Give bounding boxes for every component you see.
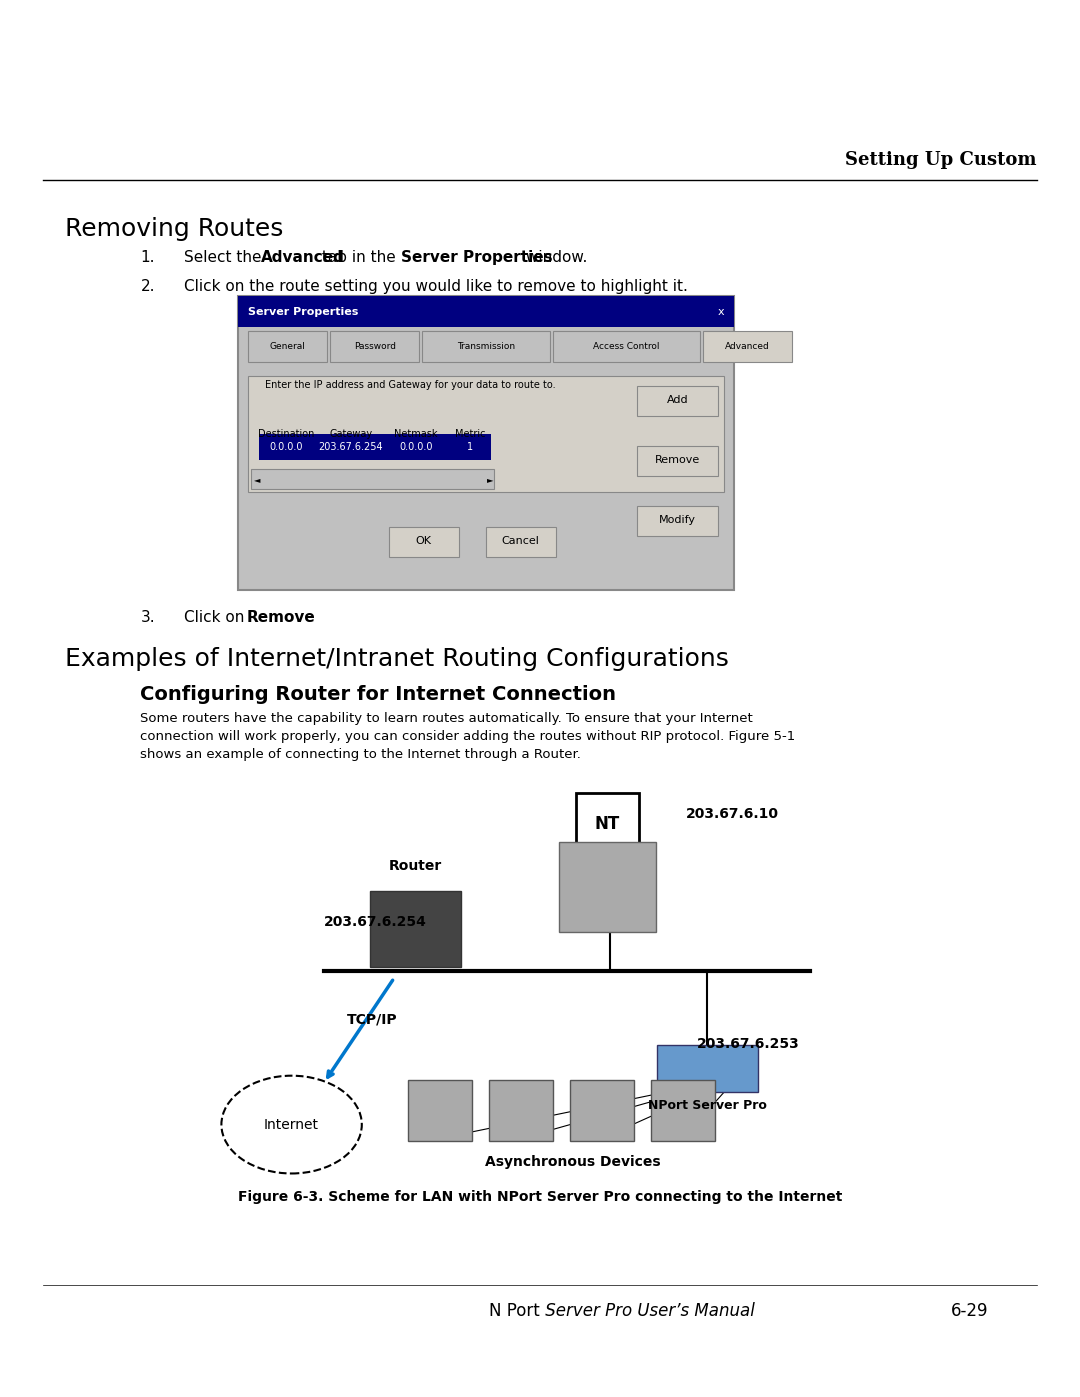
Text: ►: ► bbox=[487, 475, 494, 483]
FancyBboxPatch shape bbox=[486, 527, 556, 557]
FancyBboxPatch shape bbox=[248, 376, 724, 492]
Text: N Port: N Port bbox=[489, 1302, 540, 1320]
Text: Figure 6-3. Scheme for LAN with NPort Server Pro connecting to the Internet: Figure 6-3. Scheme for LAN with NPort Se… bbox=[238, 1190, 842, 1204]
FancyBboxPatch shape bbox=[657, 1045, 758, 1092]
FancyBboxPatch shape bbox=[703, 331, 792, 362]
FancyBboxPatch shape bbox=[330, 331, 419, 362]
Text: Setting Up Custom: Setting Up Custom bbox=[846, 151, 1037, 169]
Text: Server Properties: Server Properties bbox=[248, 306, 359, 317]
Text: TCP/IP: TCP/IP bbox=[348, 1013, 397, 1027]
FancyBboxPatch shape bbox=[553, 331, 700, 362]
Text: OK: OK bbox=[416, 535, 431, 546]
Text: General: General bbox=[270, 342, 306, 351]
Text: Asynchronous Devices: Asynchronous Devices bbox=[485, 1155, 660, 1169]
Text: x: x bbox=[718, 306, 725, 317]
FancyBboxPatch shape bbox=[570, 1080, 634, 1141]
Text: Click on: Click on bbox=[184, 610, 248, 626]
Text: Metric: Metric bbox=[455, 429, 485, 439]
Text: Some routers have the capability to learn routes automatically. To ensure that y: Some routers have the capability to lear… bbox=[140, 712, 796, 761]
Text: Router: Router bbox=[389, 859, 443, 873]
Text: Advanced: Advanced bbox=[261, 250, 345, 265]
FancyBboxPatch shape bbox=[651, 1080, 715, 1141]
Ellipse shape bbox=[221, 1076, 362, 1173]
Text: Server Properties: Server Properties bbox=[402, 250, 553, 265]
Text: Modify: Modify bbox=[659, 514, 697, 525]
Text: NPort Server Pro: NPort Server Pro bbox=[648, 1099, 767, 1112]
FancyBboxPatch shape bbox=[238, 296, 734, 327]
Text: Enter the IP address and Gateway for your data to route to.: Enter the IP address and Gateway for you… bbox=[265, 380, 555, 390]
Text: 0.0.0.0: 0.0.0.0 bbox=[269, 441, 303, 453]
Text: ◄: ◄ bbox=[254, 475, 260, 483]
Text: 3.: 3. bbox=[140, 610, 156, 626]
FancyBboxPatch shape bbox=[637, 506, 718, 536]
Text: 2.: 2. bbox=[140, 279, 154, 295]
FancyBboxPatch shape bbox=[259, 434, 491, 460]
Text: tab in the: tab in the bbox=[318, 250, 401, 265]
Text: Select the: Select the bbox=[184, 250, 266, 265]
FancyBboxPatch shape bbox=[489, 1080, 553, 1141]
Text: Configuring Router for Internet Connection: Configuring Router for Internet Connecti… bbox=[140, 685, 617, 704]
Text: Examples of Internet/Intranet Routing Configurations: Examples of Internet/Intranet Routing Co… bbox=[65, 647, 729, 671]
FancyBboxPatch shape bbox=[422, 331, 550, 362]
Text: 6-29: 6-29 bbox=[950, 1302, 988, 1320]
Text: Add: Add bbox=[666, 394, 689, 405]
Text: Click on the route setting you would like to remove to highlight it.: Click on the route setting you would lik… bbox=[184, 279, 688, 295]
Text: 203.67.6.10: 203.67.6.10 bbox=[686, 807, 779, 821]
Text: .: . bbox=[296, 610, 300, 626]
Text: Gateway: Gateway bbox=[329, 429, 373, 439]
Text: 203.67.6.253: 203.67.6.253 bbox=[697, 1037, 799, 1051]
FancyBboxPatch shape bbox=[251, 469, 494, 489]
FancyBboxPatch shape bbox=[389, 527, 459, 557]
Text: 203.67.6.254: 203.67.6.254 bbox=[319, 441, 383, 453]
Text: Internet: Internet bbox=[265, 1118, 319, 1132]
FancyBboxPatch shape bbox=[238, 296, 734, 590]
Text: Access Control: Access Control bbox=[593, 342, 660, 351]
Text: NT: NT bbox=[594, 816, 620, 833]
Text: Password: Password bbox=[354, 342, 395, 351]
FancyBboxPatch shape bbox=[576, 793, 639, 855]
Text: window.: window. bbox=[521, 250, 586, 265]
Text: Remove: Remove bbox=[246, 610, 315, 626]
Text: Server Pro User’s Manual: Server Pro User’s Manual bbox=[540, 1302, 755, 1320]
Text: Netmask: Netmask bbox=[394, 429, 437, 439]
FancyBboxPatch shape bbox=[408, 1080, 472, 1141]
Text: Destination: Destination bbox=[258, 429, 314, 439]
Text: 0.0.0.0: 0.0.0.0 bbox=[399, 441, 433, 453]
Text: 1: 1 bbox=[467, 441, 473, 453]
FancyBboxPatch shape bbox=[637, 386, 718, 416]
Text: Transmission: Transmission bbox=[457, 342, 515, 351]
Text: Cancel: Cancel bbox=[501, 535, 540, 546]
FancyBboxPatch shape bbox=[248, 331, 327, 362]
Text: Remove: Remove bbox=[656, 454, 700, 465]
FancyBboxPatch shape bbox=[559, 842, 656, 932]
Text: 1.: 1. bbox=[140, 250, 154, 265]
FancyBboxPatch shape bbox=[370, 891, 461, 967]
FancyBboxPatch shape bbox=[637, 446, 718, 476]
Text: 203.67.6.254: 203.67.6.254 bbox=[324, 915, 427, 929]
Text: Advanced: Advanced bbox=[725, 342, 770, 351]
Text: Removing Routes: Removing Routes bbox=[65, 217, 283, 240]
